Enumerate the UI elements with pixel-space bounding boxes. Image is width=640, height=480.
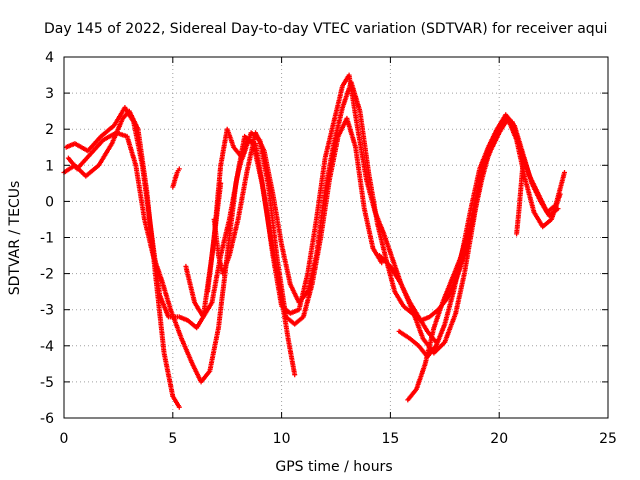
series-markers <box>405 119 567 403</box>
y-tick-label: -2 <box>40 267 54 283</box>
x-tick-label: 20 <box>490 431 508 447</box>
x-tick-label: 0 <box>60 431 69 447</box>
series-markers <box>396 112 561 360</box>
y-tick-label: -5 <box>40 375 54 391</box>
series-markers <box>514 159 526 237</box>
y-tick-label: 0 <box>45 194 54 210</box>
y-axis-label: SDTVAR / TECUs <box>7 181 23 296</box>
x-tick-label: 5 <box>168 431 177 447</box>
series-track-11 <box>514 159 526 237</box>
x-tick-label: 10 <box>273 431 291 447</box>
chart-title: Day 145 of 2022, Sidereal Day-to-day VTE… <box>44 21 607 37</box>
series-track-9 <box>405 119 567 403</box>
series-track-4 <box>170 166 182 190</box>
data-markers <box>61 72 567 410</box>
x-tick-label: 15 <box>381 431 399 447</box>
series-track-5 <box>183 72 439 345</box>
series-markers <box>61 108 182 410</box>
y-tick-label: -4 <box>40 339 54 355</box>
y-tick-label: 1 <box>45 158 54 174</box>
plot-frame <box>63 56 609 419</box>
series-markers <box>183 72 439 345</box>
series-markers <box>170 166 182 190</box>
y-tick-label: -1 <box>40 231 54 247</box>
y-tick-label: -3 <box>40 303 54 319</box>
y-tick-label: -6 <box>40 411 54 427</box>
x-tick-label: 25 <box>599 431 617 447</box>
y-tick-label: 3 <box>45 86 54 102</box>
series-track-10 <box>396 112 561 360</box>
series-track-1 <box>61 108 182 410</box>
y-tick-label: 4 <box>45 50 54 66</box>
x-axis-label: GPS time / hours <box>275 459 392 475</box>
y-tick-label: 2 <box>45 122 54 138</box>
